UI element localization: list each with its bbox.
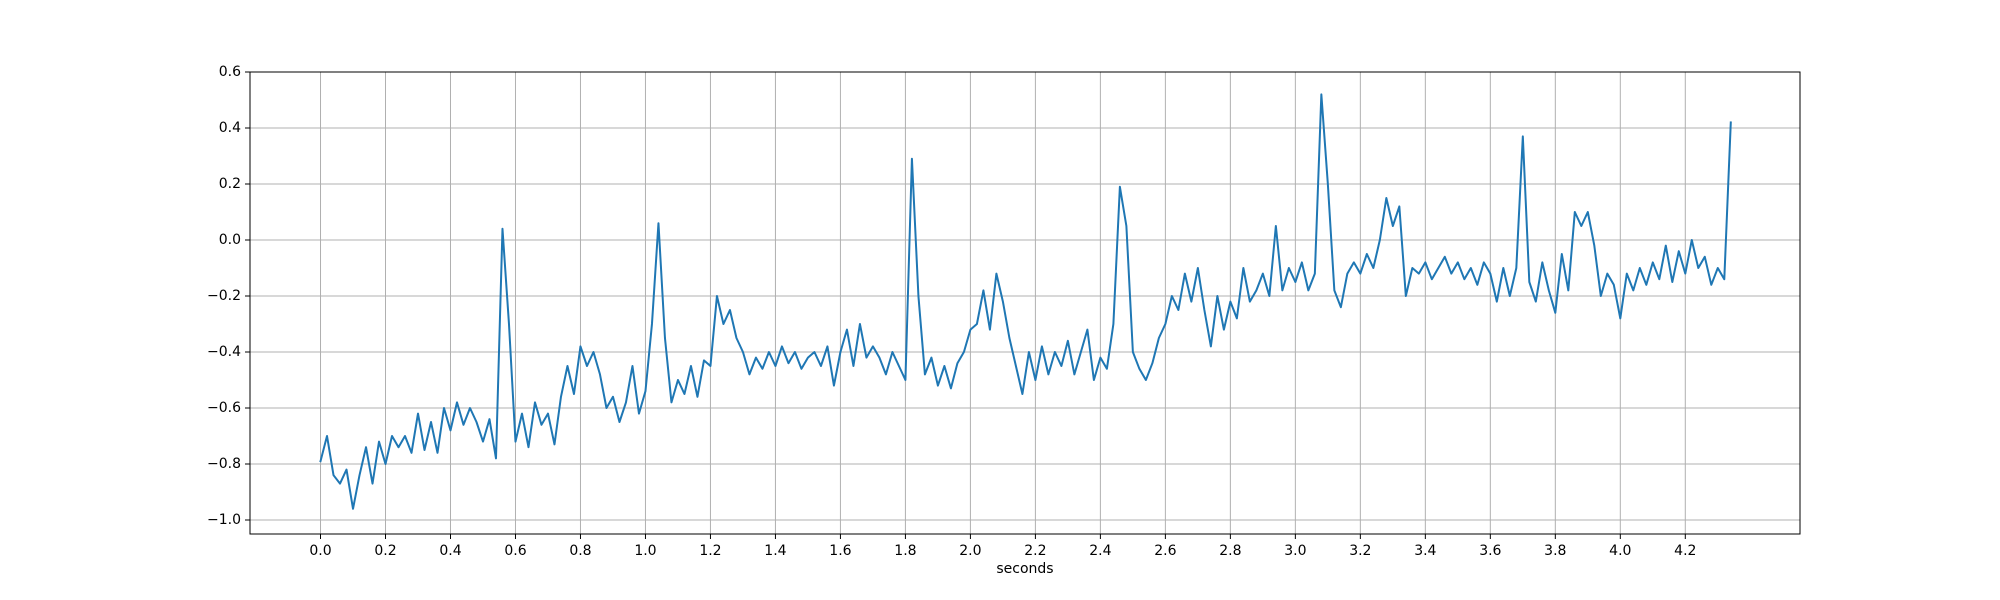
x-tick-label: 1.6	[829, 543, 851, 559]
x-tick-label: 1.4	[764, 543, 786, 559]
x-axis-label: seconds	[996, 561, 1053, 577]
x-tick-label: 0.0	[309, 543, 331, 559]
x-tick-label: 1.2	[699, 543, 721, 559]
plot-frame	[249, 71, 1801, 535]
x-tick-label: 2.2	[1024, 543, 1046, 559]
x-tick-label: 0.4	[439, 543, 461, 559]
x-tick-label: 0.2	[374, 543, 396, 559]
y-tick-label: −0.8	[207, 456, 241, 472]
x-tick-label: 4.2	[1674, 543, 1696, 559]
x-tick-label: 3.2	[1349, 543, 1371, 559]
x-tick-label: 4.0	[1609, 543, 1631, 559]
x-tick-label: 0.6	[504, 543, 526, 559]
x-tick-label: 3.0	[1284, 543, 1306, 559]
x-tick-label: 2.6	[1154, 543, 1176, 559]
x-tick-label: 3.4	[1414, 543, 1436, 559]
y-tick-label: −0.2	[207, 288, 241, 304]
x-tick-label: 2.4	[1089, 543, 1111, 559]
y-tick-label: 0.4	[219, 120, 241, 136]
data-line	[319, 93, 1732, 510]
x-tick-label: 1.0	[634, 543, 656, 559]
y-tick-label: 0.2	[219, 176, 241, 192]
y-tick-label: 0.0	[219, 232, 241, 248]
y-tick-label: −0.4	[207, 344, 241, 360]
y-tick-label: −1.0	[207, 512, 241, 528]
x-tick-label: 2.0	[959, 543, 981, 559]
x-tick-label: 3.6	[1479, 543, 1501, 559]
x-tick-label: 3.8	[1544, 543, 1566, 559]
x-tick-label: 0.8	[569, 543, 591, 559]
y-tick-label: −0.6	[207, 400, 241, 416]
x-tick-label: 1.8	[894, 543, 916, 559]
x-tick-label: 2.8	[1219, 543, 1241, 559]
y-tick-label: 0.6	[219, 64, 241, 80]
